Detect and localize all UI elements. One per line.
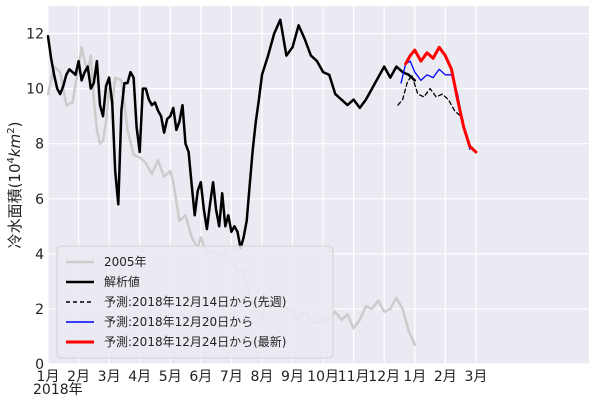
x-tick-label: 1月 (403, 369, 426, 385)
x-tick-label: 2月 (67, 369, 90, 385)
legend-label-analysis: 解析値 (104, 274, 140, 289)
y-axis-label-unit-open: (10 (6, 163, 24, 188)
x-axis-label: 2018年 (33, 382, 83, 398)
x-tick-label: 9月 (281, 369, 304, 385)
y-axis-label: 冷水面積(104km2) (6, 122, 24, 249)
y-axis-label-text: 冷水面積 (6, 188, 24, 248)
legend: 2005年 解析値 予測:2018年12月14日から(先週) 予測:2018年1… (56, 245, 334, 359)
x-tick-label: 7月 (220, 369, 243, 385)
y-axis-label-unit-mid: km (6, 134, 24, 157)
x-tick-label: 3月 (98, 369, 121, 385)
x-tick-label: 5月 (159, 369, 182, 385)
y-tick-label: 2 (35, 302, 44, 318)
x-tick-label: 12月 (368, 369, 400, 385)
x-tick-label: 2月 (434, 369, 457, 385)
series-line-1 (46, 18, 417, 250)
x-tick-label: 1月 (37, 369, 60, 385)
y-tick-label: 8 (35, 137, 44, 153)
legend-label-2005: 2005年 (104, 255, 147, 269)
y-axis-label-unit-exp2: 2 (6, 127, 17, 133)
y-tick-label: 12 (26, 27, 44, 43)
x-tick-label: 3月 (464, 369, 487, 385)
y-tick-label: 4 (35, 247, 44, 263)
legend-label-forecast-1214: 予測:2018年12月14日から(先週) (104, 295, 287, 309)
x-tick-label: 6月 (189, 369, 212, 385)
x-tick-label: 4月 (128, 369, 151, 385)
y-tick-label: 10 (26, 82, 44, 98)
y-tick-labels: 0 2 4 6 8 10 12 (26, 27, 44, 373)
legend-label-forecast-1224: 予測:2018年12月24日から(最新) (104, 334, 287, 349)
x-tick-label: 8月 (250, 369, 273, 385)
series-line-4 (404, 45, 478, 154)
y-axis-label-unit-close: ) (6, 122, 24, 128)
x-tick-label: 10月 (307, 369, 339, 385)
y-tick-label: 6 (35, 192, 44, 208)
series-line-2 (397, 74, 462, 117)
x-tick-label: 11月 (338, 369, 370, 385)
y-tick-label: 0 (35, 357, 44, 373)
legend-label-forecast-1220: 予測:2018年12月20日から (104, 315, 253, 329)
y-axis-label-unit-exp: 4 (6, 157, 17, 163)
legend-box (56, 245, 334, 359)
